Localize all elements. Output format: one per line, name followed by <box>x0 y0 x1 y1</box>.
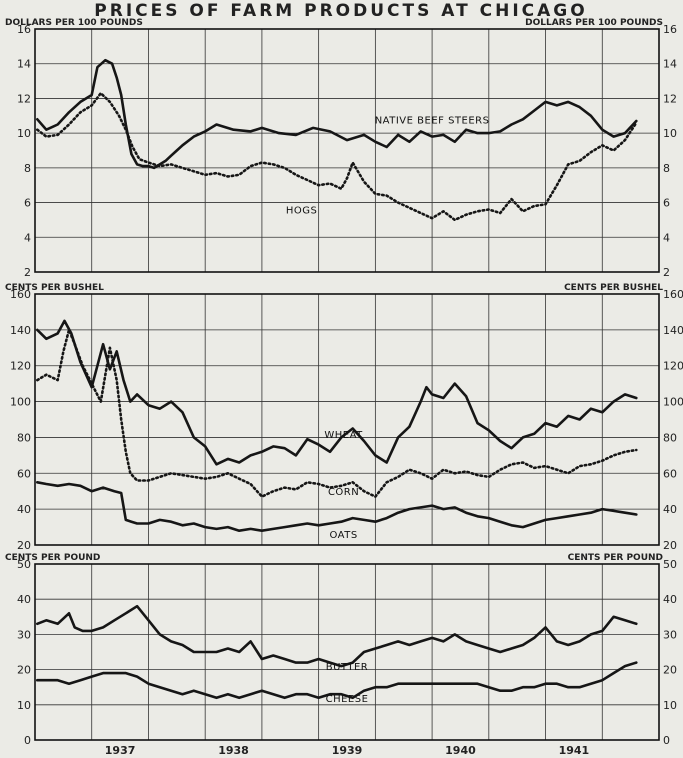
y-tick-label-right: 6 <box>663 197 670 210</box>
series-line-wheat <box>35 319 638 466</box>
plot-frame <box>34 28 660 273</box>
y-tick-label-right: 2 <box>663 266 670 279</box>
y-tick-label-right: 120 <box>663 360 683 373</box>
y-tick-label-left: 40 <box>17 593 31 606</box>
series-line-oats <box>35 480 638 533</box>
series-line-hogs <box>35 91 638 222</box>
y-tick-label-left: 60 <box>17 467 31 480</box>
series-label: HOGS <box>286 206 318 217</box>
series-label: CHEESE <box>326 694 369 705</box>
y-tick-label-right: 10 <box>663 127 677 140</box>
series-label: OATS <box>329 530 357 541</box>
x-tick-label: 1941 <box>559 744 590 757</box>
series-label: NATIVE BEEF STEERS <box>375 115 490 126</box>
y-tick-label-left: 8 <box>24 162 31 175</box>
plot-frame <box>34 563 660 741</box>
y-tick-label-left: 20 <box>17 664 31 677</box>
y-tick-label-right: 8 <box>663 162 670 175</box>
series-label: BUTTER <box>326 662 369 673</box>
y-tick-label-right: 0 <box>663 734 670 747</box>
y-tick-label-left: 40 <box>17 503 31 516</box>
y-tick-label-right: 30 <box>663 628 677 641</box>
y-tick-label-right: 160 <box>663 288 683 301</box>
y-tick-label-left: 16 <box>17 23 31 36</box>
y-axis-unit-left: CENTS PER BUSHEL <box>5 283 104 293</box>
y-tick-label-right: 12 <box>663 92 677 105</box>
y-tick-label-left: 100 <box>10 396 31 409</box>
y-tick-label-right: 50 <box>663 558 677 571</box>
series-line-corn <box>35 328 638 498</box>
y-axis-unit-left: CENTS PER POUND <box>5 553 100 563</box>
y-axis-unit-right: CENTS PER BUSHEL <box>564 283 663 293</box>
y-tick-label-left: 120 <box>10 360 31 373</box>
y-tick-label-left: 0 <box>24 734 31 747</box>
y-axis-unit-left: DOLLARS PER 100 POUNDS <box>5 18 143 28</box>
series-line-butter <box>35 604 638 668</box>
y-tick-label-left: 80 <box>17 431 31 444</box>
x-tick-label: 1939 <box>332 744 363 757</box>
y-tick-label-right: 140 <box>663 324 683 337</box>
y-tick-label-left: 6 <box>24 197 31 210</box>
y-tick-label-left: 10 <box>17 699 31 712</box>
y-tick-label-right: 20 <box>663 539 677 552</box>
y-tick-label-left: 10 <box>17 127 31 140</box>
series-label: CORN <box>328 487 359 498</box>
y-axis-unit-right: DOLLARS PER 100 POUNDS <box>525 18 663 28</box>
y-tick-label-left: 30 <box>17 628 31 641</box>
y-tick-label-right: 40 <box>663 593 677 606</box>
y-tick-label-left: 20 <box>17 539 31 552</box>
y-axis-unit-right: CENTS PER POUND <box>568 553 663 563</box>
y-tick-label-right: 20 <box>663 664 677 677</box>
plot-frame <box>34 293 660 546</box>
y-tick-label-right: 80 <box>663 431 677 444</box>
y-tick-label-right: 60 <box>663 467 677 480</box>
series-line-native-beef-steers <box>35 58 638 170</box>
y-tick-label-right: 4 <box>663 231 670 244</box>
y-tick-label-left: 4 <box>24 231 31 244</box>
series-line-cheese <box>35 661 638 700</box>
y-tick-label-left: 2 <box>24 266 31 279</box>
y-tick-label-right: 100 <box>663 396 683 409</box>
series-label: WHEAT <box>324 430 363 441</box>
x-tick-label: 1938 <box>218 744 249 757</box>
chart-title: PRICES OF FARM PRODUCTS AT CHICAGO <box>94 1 587 21</box>
y-tick-label-right: 40 <box>663 503 677 516</box>
y-tick-label-right: 16 <box>663 23 677 36</box>
y-tick-label-left: 50 <box>17 558 31 571</box>
y-tick-label-left: 12 <box>17 92 31 105</box>
y-tick-label-right: 10 <box>663 699 677 712</box>
y-tick-label-left: 14 <box>17 58 31 71</box>
y-tick-label-left: 140 <box>10 324 31 337</box>
x-tick-label: 1940 <box>445 744 476 757</box>
panel-1: 20 20 40 40 60 60 80 80 100 100 120 120 140 140 160 160… <box>5 283 683 552</box>
x-tick-label: 1937 <box>105 744 136 757</box>
y-tick-label-right: 14 <box>663 58 677 71</box>
y-tick-label-left: 160 <box>10 288 31 301</box>
